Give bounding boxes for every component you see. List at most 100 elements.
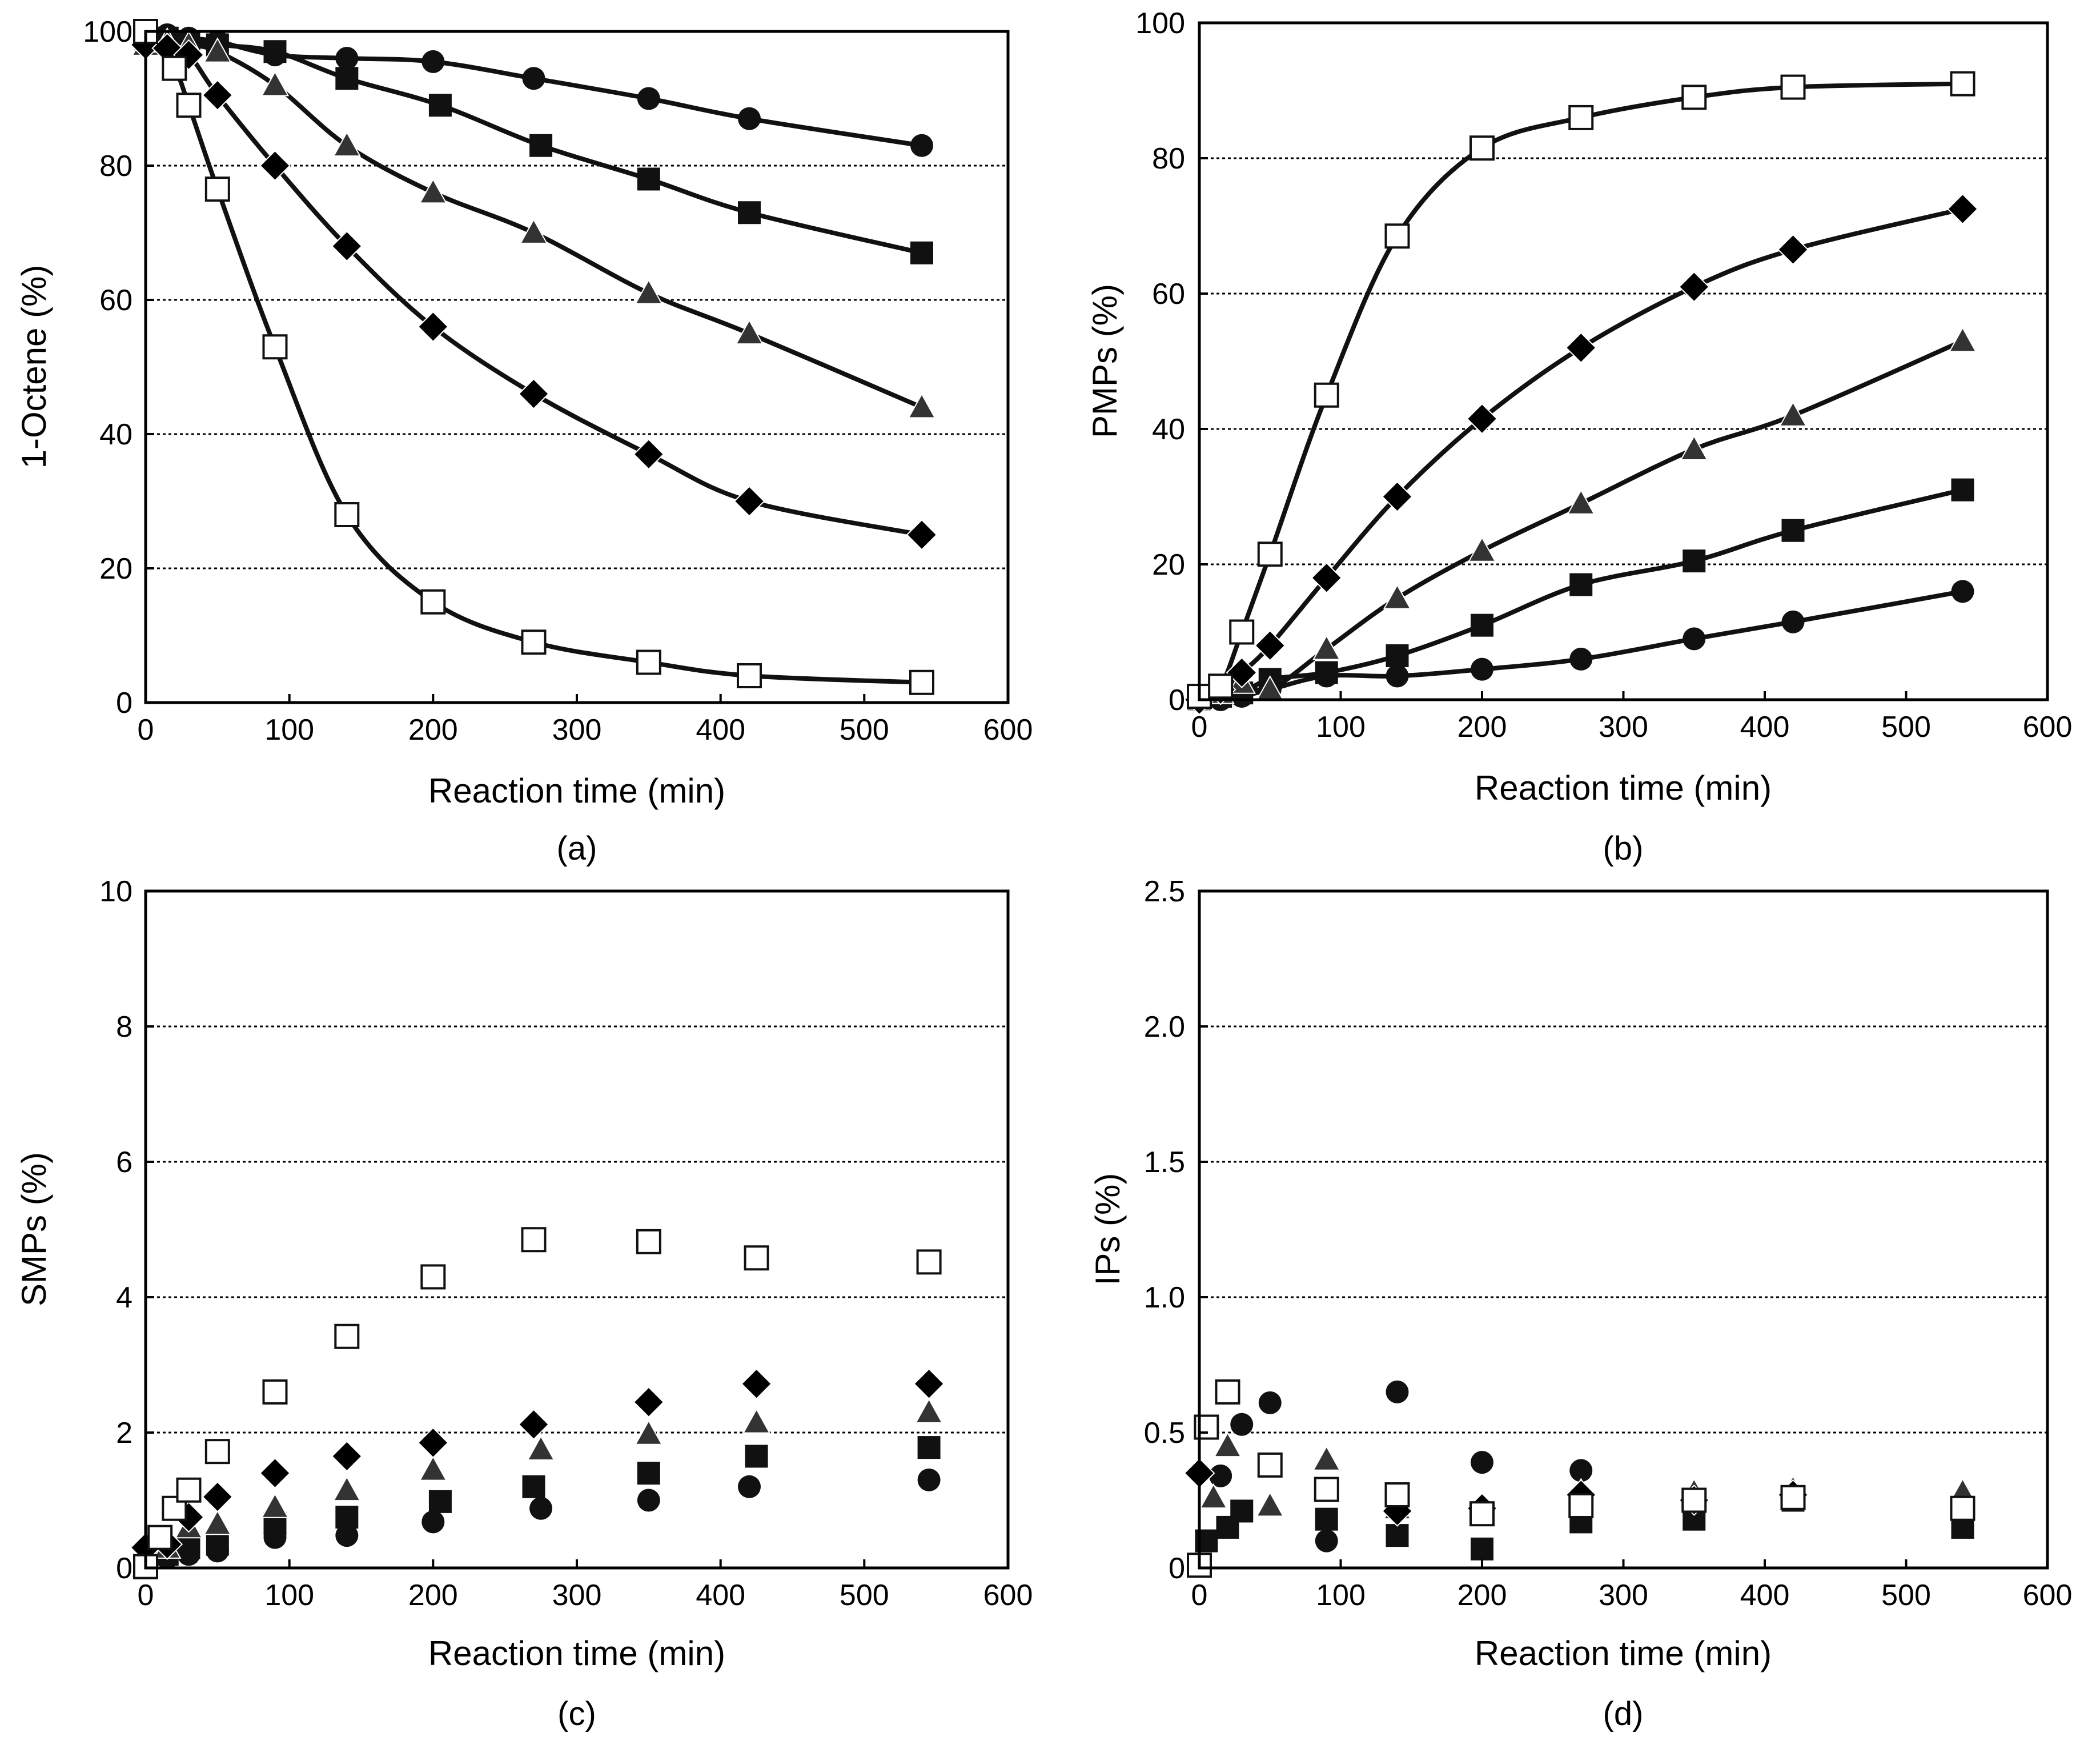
data-point-open-square — [1384, 1482, 1410, 1508]
panel-c-grid — [146, 1025, 1008, 1434]
data-point-triangle — [203, 1509, 232, 1535]
data-point-open-square — [420, 1264, 446, 1290]
data-point-circle — [335, 1524, 359, 1547]
y-tick-label: 1.0 — [1144, 1281, 1185, 1314]
x-tick-label: 400 — [1740, 711, 1790, 744]
data-point-open-square — [1681, 85, 1707, 110]
x-axis-title: Reaction time (min) — [1475, 1634, 1772, 1672]
data-point-open-square — [262, 334, 288, 360]
panel-b-grid — [1199, 157, 2047, 565]
data-point-open-square — [1469, 1501, 1495, 1527]
y-tick-label: 6 — [116, 1146, 132, 1179]
panel-c-markers — [130, 1227, 945, 1579]
data-point-diamond — [417, 311, 449, 343]
data-point-open-square — [176, 93, 202, 118]
data-point-diamond — [633, 438, 665, 470]
data-point-open-square — [1780, 74, 1806, 100]
panel-d-y-tick-labels: 0 0.5 1.0 1.5 2.0 2.5 — [1144, 875, 1185, 1585]
data-point-circle — [421, 1510, 445, 1534]
data-point-square — [428, 1490, 452, 1513]
data-point-circle — [1386, 664, 1409, 688]
data-point-circle — [1258, 1391, 1282, 1414]
data-point-open-square — [262, 1379, 288, 1405]
data-point-square — [177, 1536, 200, 1559]
data-point-square — [529, 134, 553, 157]
panel-a-fit-curves — [143, 30, 923, 685]
y-tick-label: 2.5 — [1144, 875, 1185, 908]
data-point-diamond — [733, 486, 765, 517]
data-point-open-square — [1384, 223, 1410, 249]
data-point-open-square — [176, 1477, 202, 1503]
panel-b-x-tick-labels: 0 100 200 300 400 500 600 — [1191, 711, 2073, 744]
data-point-open-square — [1314, 1477, 1339, 1502]
x-tick-label: 400 — [1740, 1579, 1790, 1612]
data-point-circle — [1683, 627, 1706, 651]
data-point-circle — [1569, 647, 1593, 671]
x-tick-label: 100 — [1316, 1579, 1366, 1612]
data-point-square — [335, 1506, 359, 1529]
y-tick-label: 80 — [1152, 142, 1185, 175]
x-tick-label: 100 — [1316, 711, 1366, 744]
fit-curve-open-square — [1198, 81, 1963, 699]
y-tick-label: 0 — [1169, 684, 1185, 717]
data-point-square — [1569, 573, 1593, 596]
data-point-open-square — [636, 1229, 661, 1254]
y-tick-label: 40 — [99, 418, 132, 451]
data-point-open-square — [1780, 1485, 1806, 1510]
panel-c-ticks — [144, 1025, 866, 1569]
panel-c: 0 100 200 300 400 500 600 0 2 4 6 8 10 R… — [15, 875, 1033, 1732]
data-point-open-square — [334, 502, 360, 527]
x-tick-label: 0 — [138, 713, 154, 747]
data-point-triangle — [519, 218, 548, 244]
y-tick-label: 100 — [1135, 7, 1185, 40]
data-point-triangle — [635, 1419, 663, 1445]
data-point-triangle — [332, 131, 362, 157]
data-point-triangle — [908, 392, 936, 419]
data-point-circle — [1471, 1451, 1493, 1474]
y-tick-label: 2 — [116, 1417, 132, 1450]
data-point-diamond — [417, 1427, 449, 1459]
data-point-circle — [522, 67, 545, 90]
data-point-square — [522, 1475, 545, 1498]
panel-d-ticks — [1198, 1025, 1908, 1569]
x-axis-title: Reaction time (min) — [428, 772, 725, 810]
panel-a-markers — [130, 19, 938, 695]
x-tick-label: 0 — [1191, 1579, 1208, 1612]
x-tick-label: 500 — [1881, 1579, 1931, 1612]
x-tick-label: 600 — [983, 1579, 1033, 1612]
x-tick-label: 200 — [408, 713, 458, 747]
x-axis-title: Reaction time (min) — [1475, 769, 1772, 807]
panel-d-x-tick-labels: 0 100 200 300 400 500 600 — [1191, 1579, 2073, 1612]
data-point-square — [745, 1445, 768, 1468]
data-point-triangle — [203, 37, 232, 63]
panel-label: (c) — [557, 1695, 596, 1732]
data-point-triangle — [260, 70, 290, 97]
data-point-open-square — [1568, 1493, 1594, 1518]
data-point-circle — [1230, 1413, 1254, 1436]
y-tick-label: 2.0 — [1144, 1010, 1185, 1044]
data-point-diamond — [1382, 481, 1413, 512]
data-point-square — [1315, 1507, 1338, 1531]
data-point-square — [1230, 1499, 1254, 1523]
x-axis-title: Reaction time (min) — [428, 1634, 725, 1672]
y-tick-label: 10 — [99, 875, 132, 908]
panel-label: (d) — [1603, 1695, 1644, 1732]
panel-label: (a) — [557, 830, 597, 867]
data-point-open-square — [147, 1525, 173, 1550]
data-point-open-square — [1215, 1379, 1240, 1405]
data-point-circle — [910, 134, 933, 157]
y-tick-label: 0 — [1169, 1552, 1185, 1585]
data-point-circle — [637, 87, 660, 110]
y-axis-title: 1-Octene (%) — [15, 265, 53, 469]
data-point-triangle — [1948, 326, 1977, 352]
data-point-circle — [738, 107, 761, 130]
panel-d-markers — [1183, 1379, 1977, 1578]
data-point-open-square — [521, 1227, 547, 1253]
data-point-diamond — [259, 150, 291, 182]
data-point-triangle — [1468, 536, 1496, 562]
panel-a: 0 100 200 300 400 500 600 0 20 40 60 80 … — [15, 15, 1033, 867]
x-tick-label: 100 — [264, 713, 314, 747]
data-point-diamond — [633, 1386, 665, 1418]
data-point-diamond — [518, 378, 549, 410]
x-tick-label: 500 — [840, 1579, 889, 1612]
